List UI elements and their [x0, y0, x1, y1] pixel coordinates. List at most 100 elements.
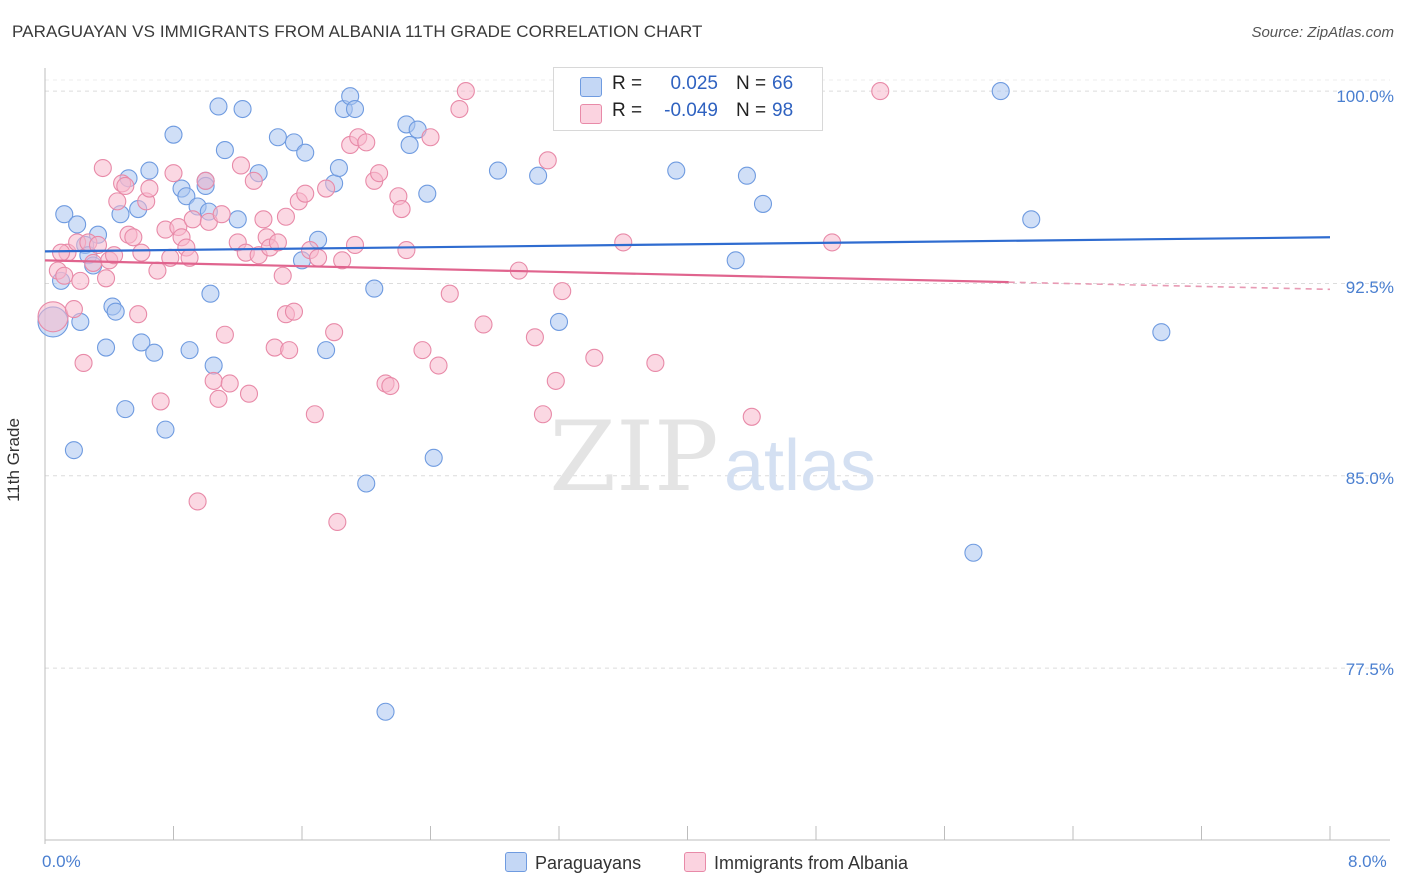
- point-albania: [397, 241, 416, 260]
- point-albania: [474, 315, 493, 334]
- point-albania: [284, 302, 304, 321]
- point-paraguayans: [753, 194, 773, 213]
- legend-n-label: N =: [736, 100, 767, 121]
- legend-row-albania: R = -0.049 N = 98: [554, 100, 822, 126]
- point-paraguayans: [106, 302, 125, 321]
- point-albania: [96, 269, 116, 288]
- trend-line-albania-extension: [1008, 281, 1331, 291]
- point-paraguayans: [132, 333, 151, 352]
- point-paraguayans: [400, 135, 419, 154]
- x-tick-label-max: 8.0%: [1348, 852, 1387, 871]
- point-paraguayans: [529, 166, 548, 185]
- point-albania: [188, 492, 207, 511]
- point-albania: [381, 376, 400, 396]
- point-albania: [276, 207, 295, 226]
- point-albania: [220, 374, 239, 393]
- point-albania: [280, 341, 299, 360]
- bottom-legend-paraguayans: Paraguayans: [505, 852, 641, 874]
- point-paraguayans: [991, 82, 1010, 101]
- point-albania: [212, 205, 231, 224]
- point-paraguayans: [64, 441, 83, 460]
- point-paraguayans: [215, 141, 234, 160]
- point-albania: [88, 235, 108, 255]
- point-paraguayans: [140, 161, 159, 180]
- legend-n-value: 66: [772, 73, 794, 94]
- point-paraguayans: [55, 205, 74, 224]
- point-albania: [140, 179, 159, 198]
- point-paraguayans: [177, 187, 196, 206]
- point-albania: [305, 405, 324, 424]
- point-albania: [440, 284, 459, 303]
- point-albania: [392, 200, 411, 219]
- point-paraguayans: [96, 338, 116, 357]
- point-albania: [93, 158, 112, 178]
- point-albania: [317, 179, 336, 198]
- point-albania: [345, 235, 365, 255]
- point-paraguayans: [68, 215, 87, 234]
- point-albania: [309, 248, 328, 267]
- point-paraguayans: [329, 158, 348, 178]
- point-albania: [55, 266, 74, 285]
- point-paraguayans: [488, 161, 508, 180]
- point-albania: [132, 243, 151, 262]
- point-albania: [239, 384, 259, 403]
- legend-label: Paraguayans: [535, 853, 642, 873]
- point-paraguayans: [418, 184, 437, 203]
- point-albania: [52, 243, 71, 262]
- point-albania: [196, 171, 215, 190]
- point-albania: [124, 228, 143, 247]
- point-albania: [546, 371, 565, 390]
- legend-r-label: R =: [612, 73, 643, 94]
- y-tick-label: 85.0%: [1345, 469, 1394, 488]
- point-albania: [429, 356, 448, 375]
- point-albania: [421, 128, 440, 147]
- point-albania: [871, 82, 890, 101]
- legend-r-label: R =: [612, 100, 643, 121]
- point-albania: [533, 405, 552, 424]
- trend-line-paraguayans: [44, 236, 1331, 253]
- point-albania: [296, 184, 315, 203]
- point-paraguayans: [726, 251, 745, 270]
- point-albania: [456, 82, 475, 101]
- point-paraguayans: [204, 356, 223, 375]
- point-albania: [244, 171, 263, 190]
- point-albania: [357, 133, 376, 152]
- axes: [44, 68, 1390, 844]
- point-albania: [148, 261, 167, 280]
- source-label: Source: ZipAtlas.com: [1251, 24, 1394, 41]
- point-albania: [204, 371, 223, 390]
- point-albania: [614, 233, 633, 252]
- y-tick-label: 77.5%: [1345, 660, 1394, 679]
- point-albania: [129, 305, 148, 324]
- point-paraguayans: [201, 284, 220, 303]
- point-paraguayans: [145, 343, 164, 362]
- watermark: ZIP atlas: [549, 401, 876, 513]
- point-albania: [37, 301, 69, 333]
- point-paraguayans: [209, 97, 228, 116]
- point-albania: [525, 328, 544, 347]
- point-paraguayans: [964, 543, 983, 562]
- point-albania: [538, 151, 557, 170]
- point-albania: [553, 282, 572, 301]
- data-points: [37, 82, 1171, 721]
- watermark-atlas: atlas: [724, 426, 876, 506]
- point-paraguayans: [156, 420, 175, 439]
- point-albania: [74, 353, 93, 373]
- point-paraguayans: [284, 133, 304, 152]
- legend-swatch-pink: [684, 852, 706, 872]
- legend-label: Immigrants from Albania: [714, 853, 909, 873]
- point-paraguayans: [345, 99, 365, 119]
- point-albania: [268, 233, 287, 252]
- point-albania: [64, 300, 83, 319]
- point-paraguayans: [296, 143, 315, 162]
- point-albania: [231, 156, 251, 175]
- point-albania: [116, 176, 135, 196]
- point-albania: [164, 164, 183, 183]
- point-albania: [325, 323, 344, 342]
- point-albania: [646, 353, 665, 373]
- point-paraguayans: [180, 341, 199, 360]
- legend-n-value: 98: [772, 100, 794, 121]
- point-albania: [215, 325, 234, 344]
- trend-lines: [44, 236, 1331, 291]
